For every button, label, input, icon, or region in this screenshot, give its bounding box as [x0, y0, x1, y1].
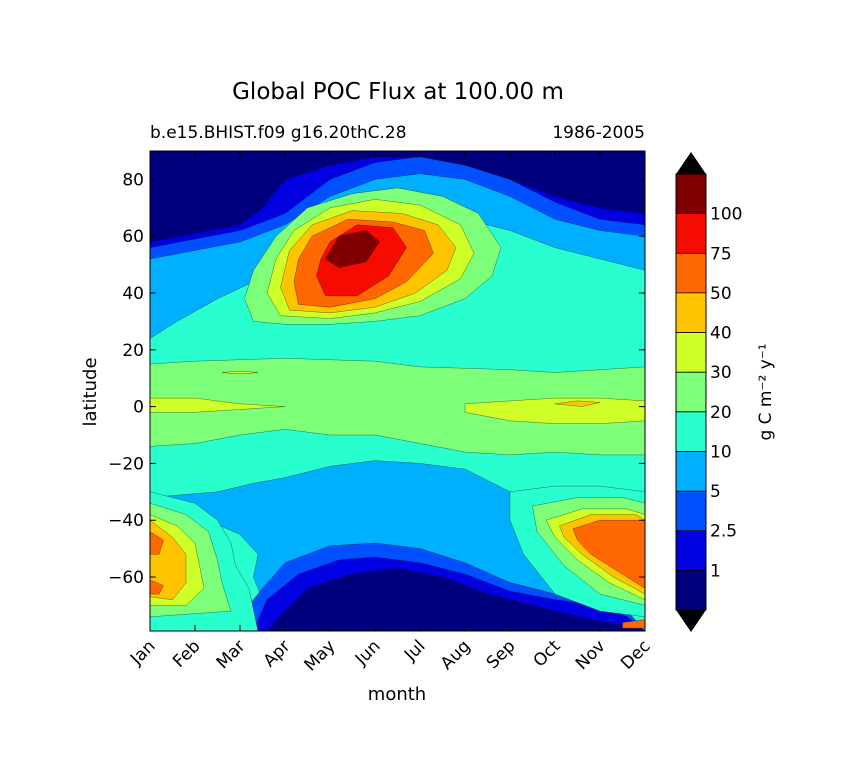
x-tick-label: Feb: [169, 636, 204, 671]
colorbar-tick-label: 75: [710, 244, 732, 264]
plot-frame: [149, 150, 646, 632]
contour-plot: [150, 151, 645, 631]
y-tick-label: −40: [108, 511, 144, 531]
colorbar-box-5: [676, 372, 706, 412]
x-tick-label: Mar: [213, 636, 250, 673]
x-tick-label: Dec: [617, 636, 654, 673]
colorbar-box-1: [676, 530, 706, 571]
colorbar-tick-label: 50: [710, 284, 732, 304]
x-tick-label: Oct: [530, 636, 565, 671]
contour-region-south-west-50-75-b: [150, 579, 164, 595]
colorbar-tick-label: 100: [710, 205, 742, 225]
chart-title: Global POC Flux at 100.00 m: [232, 79, 564, 105]
contour-region-north-below-1: [150, 151, 645, 243]
colorbar-tick-label: 30: [710, 363, 732, 383]
colorbar-box-9: [676, 213, 706, 254]
y-tick-label: 60: [122, 227, 144, 247]
contour-region-equator-20-30: [150, 358, 645, 456]
y-axis: 80 60 40 20 0 −20 −40 −60: [108, 170, 645, 588]
x-tick-label: Jan: [126, 636, 159, 669]
contour-region-equator-40-50: [554, 400, 601, 407]
y-tick-label: 40: [122, 284, 144, 304]
x-axis-label: month: [368, 684, 426, 705]
chart-subtitle-left: b.e15.BHIST.f09 g16.20thC.28: [150, 123, 407, 143]
colorbar-box-10: [676, 174, 706, 214]
chart-subtitle-right: 1986-2005: [552, 123, 645, 143]
x-tick-label: May: [301, 636, 340, 675]
contour-region-equator-spot: [221, 370, 259, 375]
x-tick-label: Nov: [572, 636, 610, 674]
x-tick-label: Jun: [351, 636, 385, 670]
colorbar-tick-label: 2.5: [710, 522, 737, 542]
y-tick-label: 20: [122, 341, 144, 361]
colorbar-box-8: [676, 253, 706, 293]
colorbar-box-7: [676, 292, 706, 333]
colorbar-tick-label: 20: [710, 403, 732, 423]
colorbar-tick-label: 1: [710, 561, 721, 581]
y-tick-label: 80: [122, 170, 144, 190]
colorbar-extend-min: [676, 610, 706, 632]
colorbar-box-6: [676, 332, 706, 373]
colorbar-tick-label: 10: [710, 442, 732, 462]
contour-region-equator-30-40-west: [150, 397, 286, 413]
colorbar-box-2: [676, 491, 706, 531]
x-tick-label: Apr: [260, 636, 295, 671]
colorbar-box-4: [676, 411, 706, 452]
y-tick-label: 0: [133, 398, 144, 418]
contour-region-south-west-50-75: [150, 531, 164, 555]
x-tick-label: Sep: [483, 636, 520, 673]
contour-region-equator-30-40-east: [464, 397, 645, 424]
colorbar-tick-label: 40: [710, 324, 732, 344]
y-tick-label: −20: [108, 454, 144, 474]
contour-region-south-east-50-75: [572, 519, 645, 589]
colorbar: 1 2.5 5 10 20 30 40 50 75 100: [675, 152, 742, 632]
colorbar-tick-label: 5: [710, 482, 721, 502]
colorbar-box-3: [676, 451, 706, 492]
colorbar-label: g C m⁻² y⁻¹: [756, 343, 776, 440]
x-tick-label: Jul: [400, 636, 429, 665]
y-tick-label: −60: [108, 568, 144, 588]
colorbar-box-0: [676, 570, 706, 610]
contour-region-south-east-edge: [622, 619, 645, 629]
colorbar-frame: [675, 173, 707, 611]
colorbar-extend-max: [676, 152, 706, 174]
contour-region-bloom-above-100: [325, 230, 380, 268]
x-tick-label: Aug: [437, 636, 475, 674]
y-axis-label: latitude: [80, 357, 101, 426]
